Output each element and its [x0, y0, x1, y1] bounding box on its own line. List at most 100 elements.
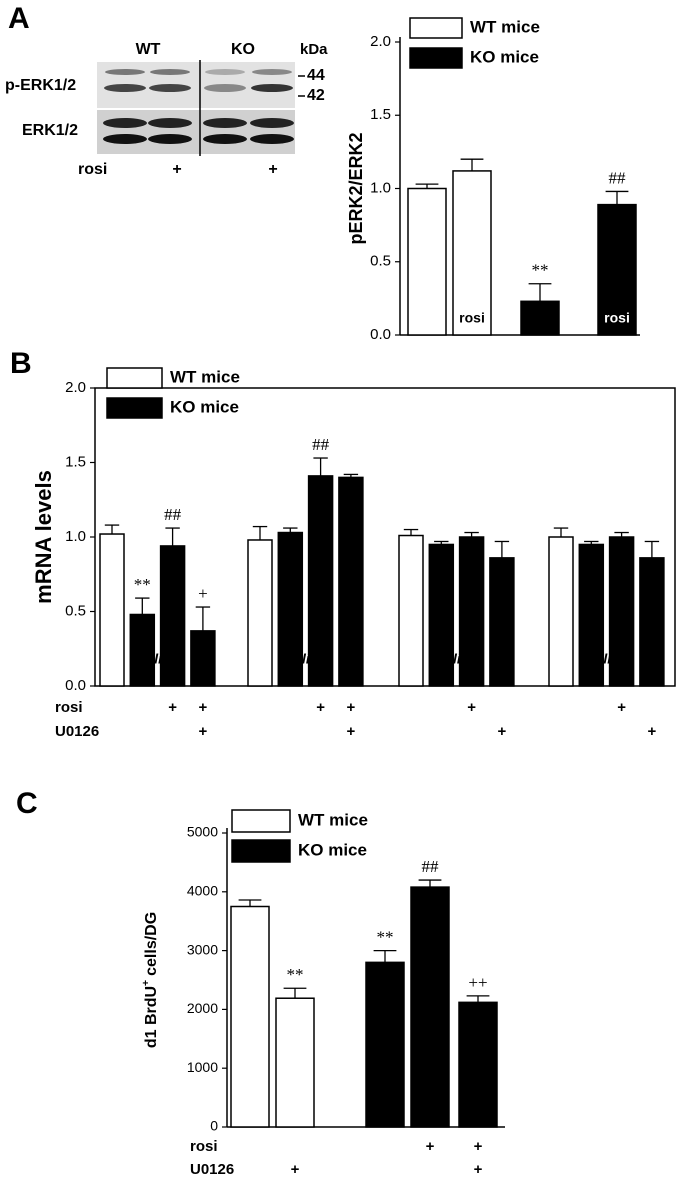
- blot-row: ERK1/2: [22, 122, 78, 139]
- treatment-sign: +: [291, 1161, 300, 1178]
- bar-label: rosi: [459, 310, 485, 326]
- legend-swatch: [409, 47, 463, 69]
- legend-label: KO mice: [470, 47, 539, 66]
- treatment-sign: +: [426, 1138, 435, 1155]
- treatment-sign: +: [316, 699, 325, 716]
- treatment-label: rosi: [55, 699, 83, 716]
- significance-marker: **: [287, 965, 304, 984]
- blot-column: WT: [136, 41, 161, 58]
- y-tick-label: 0.0: [65, 677, 86, 694]
- legend-label: KO mice: [298, 840, 367, 859]
- bar: [410, 886, 450, 1128]
- legend-swatch: [231, 809, 291, 833]
- significance-marker: ##: [422, 857, 440, 876]
- y-tick-label: 3000: [187, 941, 218, 957]
- y-tick-label: 0.5: [370, 253, 391, 270]
- treatment-sign: +: [199, 699, 208, 716]
- category-label: cyclin E: [580, 651, 634, 667]
- y-tick-label: 2.0: [370, 33, 391, 50]
- blot-size: 44: [307, 67, 325, 84]
- legend-label: WT mice: [170, 367, 240, 386]
- y-axis-label-part: cells/DG: [143, 912, 160, 976]
- panel-label: B: [10, 347, 32, 380]
- treatment-sign: +: [347, 723, 356, 740]
- significance-marker: +: [198, 584, 208, 603]
- treatment-sign: +: [347, 699, 356, 716]
- bar: [398, 534, 424, 687]
- significance-marker: ##: [312, 435, 330, 454]
- bar: [277, 531, 304, 687]
- y-axis-label-part: d1 BrdU: [143, 986, 160, 1048]
- treatment-sign: +: [617, 699, 626, 716]
- legend-label: KO mice: [170, 397, 239, 416]
- bar: [489, 557, 515, 687]
- bar: [307, 475, 334, 687]
- y-tick-label: 1.5: [65, 453, 86, 470]
- legend-swatch: [106, 367, 163, 389]
- legend-swatch: [106, 397, 163, 419]
- treatment-sign: +: [168, 699, 177, 716]
- category-label: cyclin A: [131, 651, 184, 667]
- y-tick-label: 1.0: [65, 528, 86, 545]
- y-axis-label: d1 BrdU+ cells/DG: [141, 912, 160, 1048]
- y-axis-label: mRNA levels: [31, 470, 56, 604]
- category-label: cyclin D: [430, 651, 484, 667]
- treatment-sign: +: [172, 161, 181, 178]
- y-tick-label: 1.5: [370, 106, 391, 123]
- bar: [520, 300, 560, 336]
- treatment-sign: +: [467, 699, 476, 716]
- treatment-label: U0126: [190, 1161, 234, 1178]
- bar: [597, 203, 637, 336]
- bar: [639, 557, 665, 687]
- treatment-sign: +: [498, 723, 507, 740]
- bar: [159, 545, 186, 687]
- y-tick-label: 0: [210, 1118, 218, 1134]
- treatment-sign: +: [268, 161, 277, 178]
- bar: [338, 476, 364, 687]
- bar: [230, 905, 270, 1128]
- significance-marker: ##: [609, 168, 627, 187]
- treatment-sign: +: [199, 723, 208, 740]
- treatment-label: U0126: [55, 723, 99, 740]
- bar: [365, 961, 405, 1128]
- y-tick-label: 0.0: [370, 326, 391, 343]
- legend-label: WT mice: [298, 810, 368, 829]
- blot-unit: kDa: [300, 41, 328, 58]
- y-tick-label: 1.0: [370, 179, 391, 196]
- bar: [458, 1001, 498, 1128]
- bar: [548, 536, 574, 687]
- bar: [428, 543, 455, 687]
- legend-swatch: [409, 17, 463, 39]
- y-tick-label: 5000: [187, 824, 218, 840]
- bar: [407, 187, 447, 336]
- treatment-sign: +: [474, 1138, 483, 1155]
- y-axis-label-part: +: [141, 980, 152, 986]
- blot-row: p-ERK1/2: [5, 77, 76, 94]
- treatment-label: rosi: [190, 1138, 218, 1155]
- significance-marker: ++: [468, 973, 487, 992]
- y-tick-label: 0.5: [65, 602, 86, 619]
- bar-label: rosi: [604, 310, 630, 326]
- bar: [275, 997, 315, 1128]
- legend-label: WT mice: [470, 17, 540, 36]
- y-tick-label: 4000: [187, 883, 218, 899]
- y-tick-label: 1000: [187, 1059, 218, 1075]
- bar: [99, 533, 125, 687]
- blot-image: [97, 60, 305, 156]
- legend-swatch: [231, 839, 291, 863]
- significance-marker: **: [377, 928, 394, 947]
- y-tick-label: 2.0: [65, 379, 86, 396]
- bar: [247, 539, 273, 687]
- category-label: cyclin B: [279, 651, 333, 667]
- treatment-label: rosi: [78, 161, 107, 178]
- significance-marker: **: [134, 575, 151, 594]
- bar: [129, 613, 156, 687]
- panel-label: A: [8, 2, 30, 35]
- blot-column: KO: [231, 41, 255, 58]
- bar: [578, 543, 605, 687]
- panel-label: C: [16, 787, 38, 820]
- y-tick-label: 2000: [187, 1000, 218, 1016]
- treatment-sign: +: [648, 723, 657, 740]
